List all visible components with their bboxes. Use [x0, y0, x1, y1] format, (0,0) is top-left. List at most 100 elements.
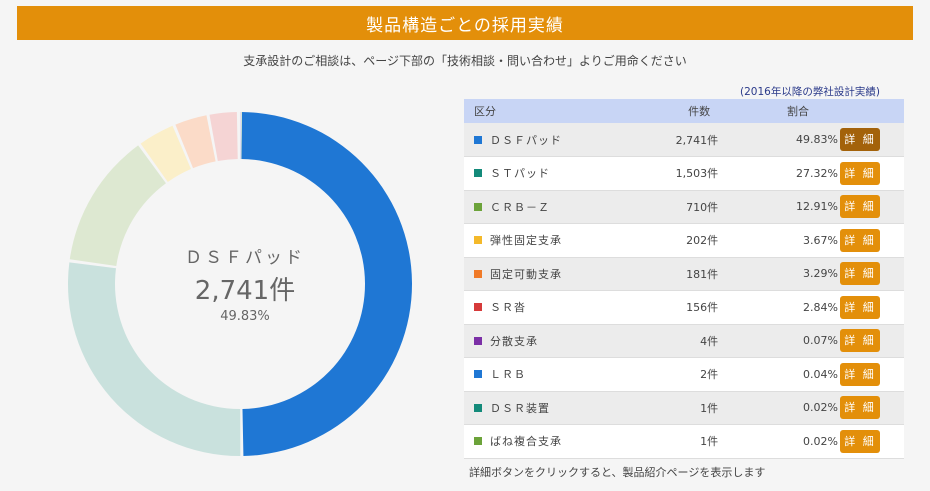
row-name: 固定可動支承: [490, 267, 562, 281]
row-name: ばね複合支承: [490, 435, 562, 449]
row-count: 4件: [700, 334, 719, 348]
row-category: ＤＳＲ装置: [464, 391, 629, 425]
donut-slice-7[interactable]: [239, 112, 241, 160]
legend-swatch: [474, 437, 482, 446]
detail-button[interactable]: 詳 細: [840, 161, 880, 185]
legend-swatch: [474, 202, 482, 211]
row-detail-cell: 詳 細: [839, 257, 904, 291]
row-name: ＳＴパッド: [490, 167, 550, 181]
detail-button[interactable]: 詳 細: [840, 195, 880, 219]
table-row: ＳＲ沓 156件 2.84% 詳 細: [464, 290, 904, 325]
detail-button[interactable]: 詳 細: [840, 329, 880, 353]
row-count: 710件: [686, 200, 719, 214]
row-count: 1件: [700, 435, 719, 449]
legend-swatch: [474, 169, 482, 178]
page-title: 製品構造ごとの採用実績: [366, 15, 564, 36]
row-detail-cell: 詳 細: [839, 291, 904, 325]
row-count: 1,503件: [675, 167, 719, 181]
row-detail-cell: 詳 細: [839, 123, 904, 157]
row-detail-cell: 詳 細: [839, 324, 904, 358]
row-percentage: 0.02%: [803, 434, 838, 448]
row-percentage: 49.83%: [796, 133, 838, 146]
row-detail-cell: 詳 細: [839, 157, 904, 191]
table-row: ＬＲＢ 2件 0.04% 詳 細: [464, 357, 904, 392]
row-percentage: 0.07%: [803, 334, 838, 348]
header-ratio: 割合: [718, 99, 839, 123]
row-detail-cell: 詳 細: [839, 224, 904, 258]
row-count: 1件: [700, 401, 719, 415]
row-count: 2件: [700, 368, 719, 382]
header-count: 件数: [629, 99, 719, 123]
legend-swatch: [474, 370, 482, 379]
table-row: 固定可動支承 181件 3.29% 詳 細: [464, 257, 904, 291]
table-row: ばね複合支承 1件 0.02% 詳 細: [464, 424, 904, 459]
page-title-bar: 製品構造ごとの採用実績: [17, 6, 913, 40]
donut-slice-4[interactable]: [140, 125, 191, 182]
row-percentage: 3.67%: [803, 233, 838, 247]
row-category: ＳＲ沓: [464, 291, 629, 325]
donut-slice-5[interactable]: [175, 115, 216, 169]
table-row: 弾性固定支承 202件 3.67% 詳 細: [464, 223, 904, 258]
row-category: ばね複合支承: [464, 425, 629, 459]
legend-swatch: [474, 303, 482, 312]
detail-button[interactable]: 詳 細: [840, 295, 880, 319]
legend-swatch: [474, 236, 482, 245]
header-category: 区分: [464, 99, 630, 123]
row-category: 分散支承: [464, 324, 629, 358]
detail-button[interactable]: 詳 細: [840, 262, 880, 286]
results-table: 区分 件数 割合 ＤＳＦパッド 2,741件 49.83% 詳 細 ＳＴパッド 1,503…: [464, 99, 904, 459]
legend-swatch: [474, 135, 482, 144]
row-name: 弾性固定支承: [490, 234, 562, 248]
row-percentage: 12.91%: [796, 200, 838, 214]
row-percentage: 0.02%: [803, 401, 838, 415]
donut-slice-2[interactable]: [68, 262, 241, 456]
legend-swatch: [474, 403, 482, 412]
detail-button[interactable]: 詳 細: [840, 228, 880, 252]
row-name: ＤＳＦパッド: [490, 133, 562, 147]
row-percentage: 3.29%: [803, 267, 838, 281]
footer-note: 詳細ボタンをクリックすると、製品紹介ページを表示します: [469, 466, 766, 479]
legend-swatch: [474, 269, 482, 278]
row-percentage: 2.84%: [803, 300, 838, 314]
donut-slice-10[interactable]: [240, 112, 243, 160]
donut-chart: ＤＳＦパッド 2,741件 49.83%: [55, 96, 435, 476]
detail-button[interactable]: 詳 細: [840, 362, 880, 386]
page-subtitle: 支承設計のご相談は、ページ下部の「技術相談・問い合わせ」よりご用命ください: [243, 54, 687, 68]
row-name: ＳＲ沓: [490, 301, 526, 315]
row-name: ＤＳＲ装置: [490, 401, 550, 415]
row-category: 固定可動支承: [464, 257, 629, 291]
table-row: 分散支承 4件 0.07% 詳 細: [464, 324, 904, 358]
row-detail-cell: 詳 細: [839, 358, 904, 392]
row-percentage: 0.04%: [803, 367, 838, 381]
legend-swatch: [474, 336, 482, 345]
header-detail: [839, 99, 904, 123]
table-row: ＤＳＲ装置 1件 0.02% 詳 細: [464, 391, 904, 425]
detail-button[interactable]: 詳 細: [840, 429, 880, 453]
row-count: 202件: [686, 234, 719, 248]
donut-slice-3[interactable]: [69, 145, 166, 267]
row-category: ＳＴパッド: [464, 157, 629, 191]
row-category: 弾性固定支承: [464, 224, 629, 258]
row-detail-cell: 詳 細: [839, 190, 904, 224]
row-category: ＬＲＢ: [464, 358, 629, 392]
table-row: ＳＴパッド 1,503件 27.32% 詳 細: [464, 156, 904, 191]
row-category: ＣＲＢ－Ｚ: [464, 190, 629, 224]
period-note: (2016年以降の弊社設計実績): [740, 86, 880, 98]
detail-button[interactable]: 詳 細: [840, 396, 880, 420]
donut-slice-6[interactable]: [209, 112, 238, 161]
row-detail-cell: 詳 細: [839, 391, 904, 425]
row-name: 分散支承: [490, 334, 538, 348]
table-body: ＤＳＦパッド 2,741件 49.83% 詳 細 ＳＴパッド 1,503件 27.32% 詳 …: [464, 123, 904, 458]
row-count: 156件: [686, 301, 719, 315]
detail-button[interactable]: 詳 細: [840, 128, 880, 151]
row-category: ＤＳＦパッド: [464, 123, 629, 157]
donut-svg: [68, 112, 413, 456]
table-row: ＤＳＦパッド 2,741件 49.83% 詳 細: [464, 123, 904, 157]
table-header-row: 区分 件数 割合: [464, 99, 904, 123]
row-name: ＬＲＢ: [490, 368, 526, 382]
row-percentage: 27.32%: [796, 166, 838, 180]
row-name: ＣＲＢ－Ｚ: [490, 200, 550, 214]
donut-slice-1[interactable]: [241, 112, 413, 456]
row-count: 2,741件: [675, 133, 719, 147]
row-count: 181件: [686, 267, 719, 281]
